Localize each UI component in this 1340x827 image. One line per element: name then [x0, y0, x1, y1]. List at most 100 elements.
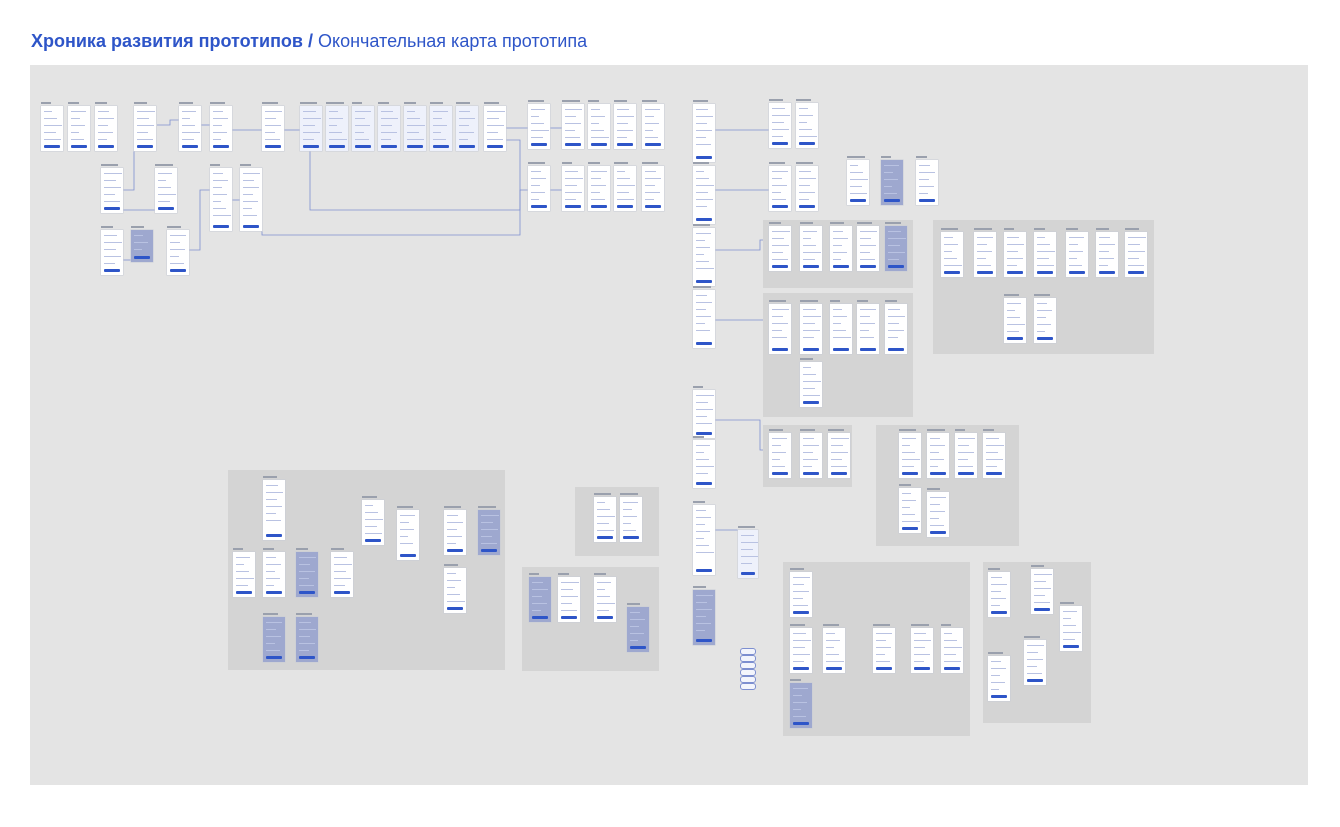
prototype-screen[interactable]	[693, 590, 715, 645]
prototype-screen[interactable]	[983, 433, 1005, 478]
prototype-screen[interactable]	[478, 510, 500, 555]
prototype-screen[interactable]	[974, 232, 996, 277]
prototype-screen[interactable]	[263, 552, 285, 597]
prototype-screen[interactable]	[404, 106, 426, 151]
prototype-screen[interactable]	[296, 617, 318, 662]
prototype-screen[interactable]	[796, 166, 818, 211]
prototype-screen[interactable]	[444, 568, 466, 613]
prototype-screen[interactable]	[484, 106, 506, 151]
prototype-screen[interactable]	[693, 290, 715, 348]
prototype-screen[interactable]	[857, 304, 879, 354]
prototype-screen[interactable]	[620, 497, 642, 542]
prototype-screen[interactable]	[830, 304, 852, 354]
prototype-screen[interactable]	[68, 106, 90, 151]
prototype-screen[interactable]	[916, 160, 938, 205]
prototype-screen[interactable]	[1034, 232, 1056, 277]
prototype-screen[interactable]	[828, 433, 850, 478]
prototype-screen[interactable]	[262, 106, 284, 151]
prototype-screen[interactable]	[911, 628, 933, 673]
prototype-screen[interactable]	[528, 166, 550, 211]
prototype-screen[interactable]	[529, 577, 551, 622]
prototype-screen[interactable]	[1004, 232, 1026, 277]
prototype-screen[interactable]	[642, 104, 664, 149]
prototype-screen[interactable]	[456, 106, 478, 151]
prototype-screen[interactable]	[693, 104, 715, 162]
prototype-screen[interactable]	[800, 226, 822, 271]
prototype-screen[interactable]	[167, 230, 189, 275]
prototype-screen[interactable]	[941, 628, 963, 673]
prototype-screen[interactable]	[352, 106, 374, 151]
prototype-screen[interactable]	[769, 226, 791, 271]
prototype-screen[interactable]	[847, 160, 869, 205]
prototype-screen[interactable]	[823, 628, 845, 673]
prototype-screen[interactable]	[885, 304, 907, 354]
prototype-screen[interactable]	[769, 103, 791, 148]
prototype-screen[interactable]	[296, 552, 318, 597]
prototype-screen[interactable]	[594, 577, 616, 622]
prototype-screen[interactable]	[430, 106, 452, 151]
prototype-screen[interactable]	[362, 500, 384, 545]
prototype-screen[interactable]	[800, 433, 822, 478]
prototype-screen[interactable]	[41, 106, 63, 151]
prototype-screen[interactable]	[790, 683, 812, 728]
prototype-screen[interactable]	[899, 488, 921, 533]
prototype-screen[interactable]	[263, 480, 285, 540]
prototype-screen[interactable]	[240, 168, 262, 231]
prototype-screen[interactable]	[397, 510, 419, 560]
prototype-screen[interactable]	[558, 577, 580, 622]
prototype-screen[interactable]	[562, 166, 584, 211]
prototype-screen[interactable]	[588, 104, 610, 149]
prototype-screen[interactable]	[1031, 569, 1053, 614]
prototype-screen[interactable]	[1060, 606, 1082, 651]
prototype-screen[interactable]	[1004, 298, 1026, 343]
prototype-screen[interactable]	[955, 433, 977, 478]
prototype-screen[interactable]	[1096, 232, 1118, 277]
prototype-screen[interactable]	[210, 106, 232, 151]
prototype-screen[interactable]	[562, 104, 584, 149]
prototype-screen[interactable]	[769, 166, 791, 211]
prototype-screen[interactable]	[885, 226, 907, 271]
prototype-screen[interactable]	[263, 617, 285, 662]
prototype-screen[interactable]	[796, 103, 818, 148]
prototype-screen[interactable]	[614, 104, 636, 149]
prototype-screen[interactable]	[101, 168, 123, 213]
prototype-screen[interactable]	[210, 168, 232, 231]
prototype-screen[interactable]	[857, 226, 879, 271]
prototype-screen[interactable]	[331, 552, 353, 597]
prototype-screen[interactable]	[693, 228, 715, 286]
prototype-screen[interactable]	[588, 166, 610, 211]
prototype-screen[interactable]	[131, 230, 153, 262]
prototype-screen[interactable]	[693, 505, 715, 575]
prototype-screen[interactable]	[134, 106, 156, 151]
prototype-screen[interactable]	[927, 433, 949, 478]
prototype-screen[interactable]	[800, 304, 822, 354]
prototype-screen[interactable]	[693, 440, 715, 488]
prototype-screen[interactable]	[899, 433, 921, 478]
prototype-screen[interactable]	[101, 230, 123, 275]
prototype-screen[interactable]	[800, 362, 822, 407]
prototype-screen[interactable]	[1034, 298, 1056, 343]
prototype-screen[interactable]	[528, 104, 550, 149]
prototype-screen[interactable]	[642, 166, 664, 211]
prototype-screen[interactable]	[1125, 232, 1147, 277]
prototype-screen[interactable]	[300, 106, 322, 151]
prototype-screen[interactable]	[95, 106, 117, 151]
prototype-screen[interactable]	[594, 497, 616, 542]
prototype-screen[interactable]	[326, 106, 348, 151]
prototype-screen[interactable]	[1024, 640, 1046, 685]
prototype-screen[interactable]	[627, 607, 649, 652]
prototype-screen[interactable]	[830, 226, 852, 271]
prototype-screen[interactable]	[693, 166, 715, 224]
prototype-canvas[interactable]	[30, 65, 1308, 785]
prototype-screen[interactable]	[1066, 232, 1088, 277]
prototype-screen[interactable]	[693, 390, 715, 438]
prototype-screen[interactable]	[233, 552, 255, 597]
prototype-screen[interactable]	[738, 530, 758, 578]
prototype-screen[interactable]	[790, 628, 812, 673]
prototype-screen[interactable]	[881, 160, 903, 205]
prototype-screen[interactable]	[873, 628, 895, 673]
prototype-screen[interactable]	[614, 166, 636, 211]
prototype-screen[interactable]	[769, 433, 791, 478]
prototype-screen[interactable]	[155, 168, 177, 213]
prototype-screen[interactable]	[988, 656, 1010, 701]
